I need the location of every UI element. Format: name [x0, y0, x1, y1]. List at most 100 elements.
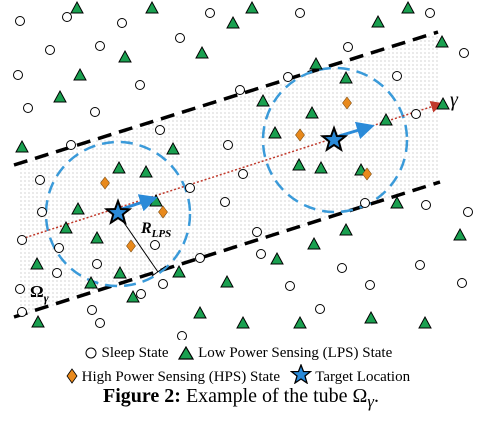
- lps-node: [307, 236, 321, 250]
- lps-node: [435, 34, 449, 48]
- legend-row-1: Sleep State Low Power Sensing (LPS) Stat…: [0, 344, 482, 362]
- sleep-node: [392, 71, 402, 81]
- target-left-star-icon: [103, 198, 133, 226]
- sleep-node: [256, 249, 266, 259]
- lps-node: [145, 0, 159, 14]
- sleep-node: [23, 103, 33, 113]
- sleep-node: [135, 80, 145, 90]
- lps-node: [31, 314, 45, 328]
- sleep-node: [283, 72, 293, 82]
- target-legend-icon: [289, 363, 313, 385]
- figure-caption: Figure 2: Example of the tube Ωγ.: [0, 384, 482, 414]
- sleep-node: [177, 331, 187, 340]
- hps-node: [100, 176, 110, 190]
- sleep-node: [95, 318, 105, 328]
- sleep-node: [45, 45, 55, 55]
- lps-node: [256, 93, 270, 107]
- lps-node: [30, 256, 44, 270]
- lps-node: [84, 275, 98, 289]
- lps-node: [195, 45, 209, 59]
- sleep-node: [35, 175, 45, 185]
- sleep-node: [185, 183, 195, 193]
- tube-lower-boundary: [13, 180, 441, 319]
- lps-node: [236, 315, 250, 329]
- sleep-node: [150, 240, 160, 250]
- gamma-label: γ: [450, 89, 459, 111]
- lps-node: [390, 195, 404, 209]
- lps-node: [90, 230, 104, 244]
- sleep-node: [15, 16, 25, 26]
- lps-node: [70, 0, 84, 14]
- hps-node: [126, 239, 136, 253]
- sleep-node: [155, 125, 165, 135]
- sleep-node: [15, 284, 25, 294]
- motion-arrow-left: [121, 194, 158, 212]
- radius-line: [117, 213, 159, 273]
- lps-node: [172, 264, 186, 278]
- lps-legend-label: Low Power Sensing (LPS) State: [198, 345, 393, 361]
- sleep-legend-icon: [85, 347, 97, 359]
- sleep-node: [66, 140, 76, 150]
- radius-tick: [151, 265, 167, 277]
- sleep-node: [235, 85, 245, 95]
- sleep-node: [220, 197, 230, 207]
- lps-node: [220, 274, 234, 288]
- lps-node: [339, 70, 353, 84]
- sleep-node: [52, 268, 62, 278]
- sleep-node: [17, 307, 27, 317]
- sleep-node: [360, 198, 370, 208]
- lps-node: [379, 112, 393, 126]
- sleep-node: [457, 278, 467, 288]
- lps-node: [126, 289, 140, 303]
- lps-node: [113, 265, 127, 279]
- lps-node: [193, 305, 207, 319]
- lps-node: [71, 201, 85, 215]
- caption-label: Figure 2:: [102, 385, 181, 407]
- legend-row-2: High Power Sensing (HPS) State Target Lo…: [0, 363, 482, 386]
- lps-node: [453, 227, 467, 241]
- target-legend-label: Target Location: [315, 369, 411, 385]
- sleep-node: [92, 259, 102, 269]
- sleep-node: [158, 279, 168, 289]
- caption-end: .: [374, 385, 379, 407]
- sleep-node: [62, 12, 72, 22]
- sleep-node: [37, 207, 47, 217]
- sleep-node: [315, 304, 325, 314]
- sleep-node: [425, 8, 435, 18]
- sleep-node: [421, 200, 431, 210]
- sleep-node: [238, 169, 248, 179]
- tube-region: [18, 32, 440, 317]
- lps-node: [166, 141, 180, 155]
- sleep-node: [90, 107, 100, 117]
- lps-node: [53, 89, 67, 103]
- lps-range-circle-left: [44, 140, 192, 288]
- tube-label: Ωγ: [30, 282, 49, 305]
- sleep-node: [54, 243, 64, 253]
- tube-diagram: γ RLPS Ωγ: [13, 0, 473, 340]
- sleep-node: [136, 289, 146, 299]
- sleep-node: [17, 235, 27, 245]
- tube-upper-boundary: [13, 30, 439, 167]
- hps-legend-icon: [66, 368, 78, 384]
- sleep-legend-label: Sleep State: [101, 345, 169, 361]
- lps-node: [292, 157, 306, 171]
- hps-node: [362, 167, 372, 181]
- lps-node: [226, 15, 240, 29]
- sleep-node: [285, 281, 295, 291]
- sleep-node: [223, 140, 233, 150]
- sleep-node: [95, 41, 105, 51]
- lps-node: [118, 49, 132, 63]
- sleep-node: [411, 109, 421, 119]
- target-right-star-icon: [319, 125, 349, 153]
- sleep-node: [175, 33, 185, 43]
- sleep-node: [87, 305, 97, 315]
- hps-node: [342, 96, 352, 110]
- sleep-node: [365, 280, 375, 290]
- sleep-node: [295, 8, 305, 18]
- sleep-node: [195, 253, 205, 263]
- lps-node: [293, 315, 307, 329]
- sleep-node: [252, 227, 262, 237]
- lps-node: [339, 222, 353, 236]
- lps-node: [139, 164, 153, 178]
- lps-node: [112, 160, 126, 174]
